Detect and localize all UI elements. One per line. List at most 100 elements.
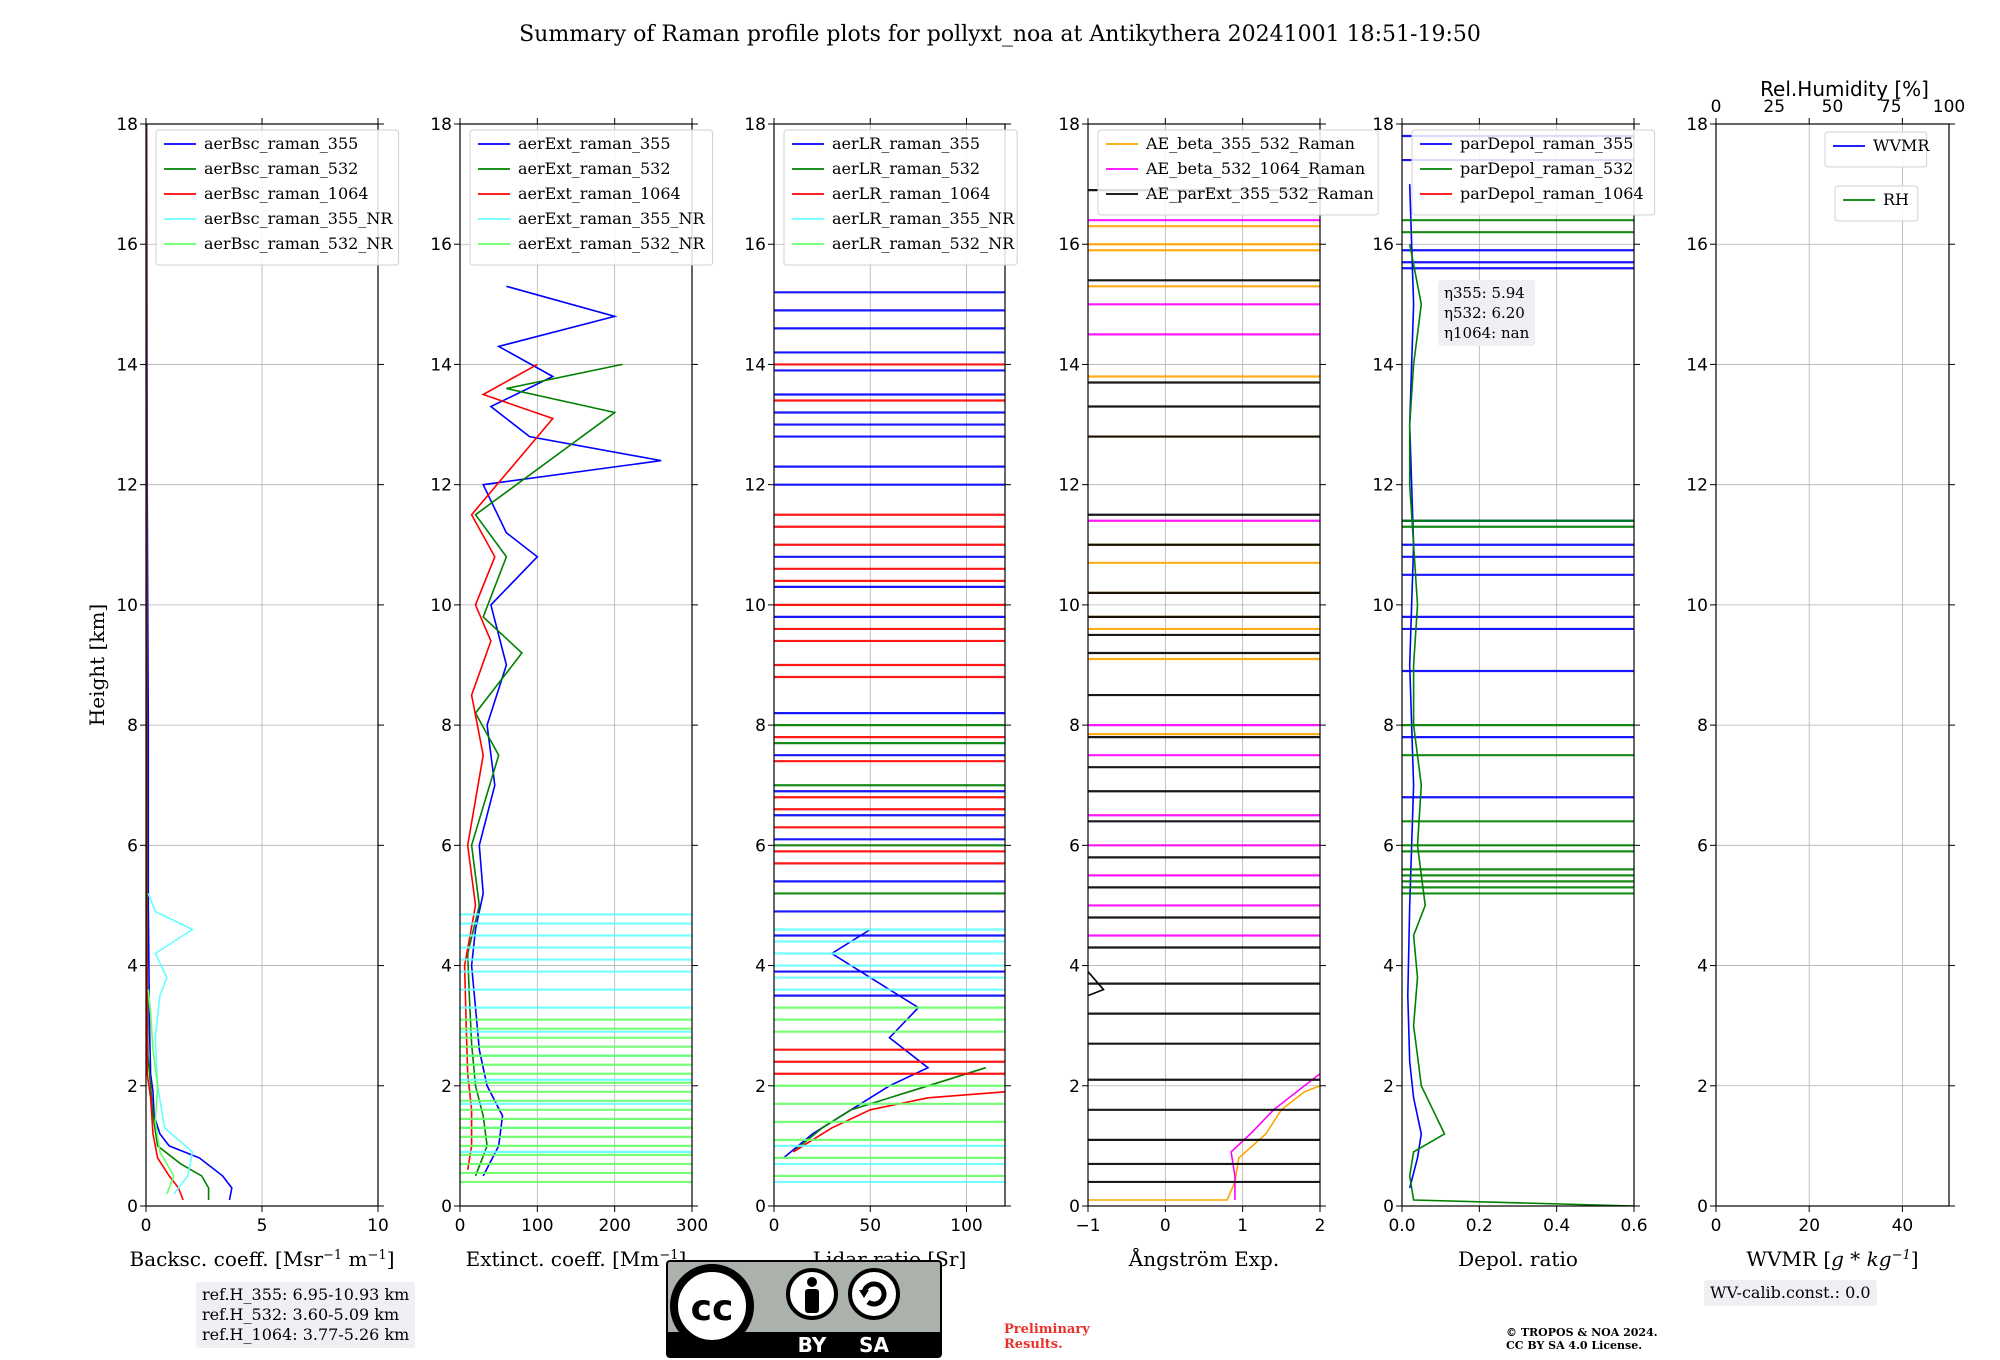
cc-license-badge: cc BY SA — [666, 1260, 942, 1358]
top-tick-label: 100 — [1933, 97, 1965, 117]
x-tick-label: 0 — [455, 1216, 466, 1236]
x-tick-label: 300 — [676, 1216, 708, 1236]
series-line-aerExt_raman_355 — [470, 285, 662, 1177]
x-tick-label: 40 — [1892, 1216, 1914, 1236]
y-tick-label: 8 — [755, 716, 766, 736]
legend-entry: aerBsc_raman_1064 — [204, 184, 369, 203]
legend-entry: AE_beta_355_532_Raman — [1145, 134, 1355, 153]
legend-entry: RH — [1883, 190, 1909, 209]
legend: aerExt_raman_355 aerExt_raman_532 aerExt_r… — [469, 129, 714, 266]
series-line-aerBsc_raman_355_NR — [147, 893, 195, 1195]
x-tick-label: 100 — [521, 1216, 553, 1236]
legend: parDepol_raman_355 parDepol_raman_532 parD… — [1411, 129, 1656, 216]
legend-frame — [1834, 185, 1919, 222]
top-tick-label: 25 — [1763, 97, 1785, 117]
legend-frame — [1824, 131, 1928, 168]
x-tick-label: 20 — [1798, 1216, 1820, 1236]
legend: aerLR_raman_355 aerLR_raman_532 aerLR_rama… — [783, 129, 1018, 266]
legend-entry: aerLR_raman_355 — [832, 134, 980, 153]
figure-title: Summary of Raman profile plots for polly… — [519, 22, 1481, 47]
y-tick-label: 10 — [1372, 596, 1394, 616]
legend-entry: aerLR_raman_355_NR — [832, 209, 1015, 228]
eta-355: η355: 5.94 — [1444, 284, 1525, 302]
x-tick-label: −1 — [1075, 1216, 1100, 1236]
y-tick-label: 6 — [1069, 836, 1080, 856]
y-tick-label: 16 — [744, 235, 766, 255]
y-tick-label: 4 — [1383, 957, 1394, 977]
eta-annotation-box: η355: 5.94 η532: 6.20 η1064: nan — [1438, 280, 1536, 346]
y-tick-label: 6 — [755, 836, 766, 856]
y-tick-label: 8 — [127, 716, 138, 736]
x-tick-label: 200 — [598, 1216, 630, 1236]
x-tick-label: 0 — [769, 1216, 780, 1236]
cc-circle-icon — [670, 1264, 754, 1348]
y-tick-label: 14 — [430, 355, 452, 375]
series-line-aerBsc_raman_355 — [146, 124, 233, 1201]
y-tick-label: 16 — [1686, 235, 1708, 255]
series-group — [460, 285, 692, 1184]
preliminary-note: Preliminary Results. — [1004, 1322, 1090, 1352]
plot-frame — [459, 123, 693, 1207]
y-tick-label: 12 — [116, 476, 138, 496]
y-tick-label: 8 — [441, 716, 452, 736]
legend-entry: aerBsc_raman_355_NR — [204, 209, 393, 228]
y-tick-label: 12 — [1058, 476, 1080, 496]
y-tick-label: 8 — [1069, 716, 1080, 736]
legend-frame — [469, 129, 714, 266]
y-tick-label: 8 — [1383, 716, 1394, 736]
y-tick-label: 16 — [1372, 235, 1394, 255]
legend-entry: aerBsc_raman_532_NR — [204, 234, 393, 253]
x-tick-label: 1 — [1237, 1216, 1248, 1236]
legend-entry: aerExt_raman_532 — [518, 159, 671, 178]
y-tick-label: 0 — [1069, 1197, 1080, 1217]
y-tick-label: 16 — [1058, 235, 1080, 255]
y-tick-label: 4 — [1697, 957, 1708, 977]
y-tick-label: 2 — [127, 1077, 138, 1097]
legend-entry: aerLR_raman_1064 — [832, 184, 990, 203]
legend-entry: aerExt_raman_355_NR — [518, 209, 706, 228]
wv-calib-box: WV-calib.const.: 0.0 — [1704, 1280, 1877, 1306]
panel-5: 0.0 0.2 0.4 0.6 0 2 4 6 8 10 12 14 16 18 Depol. ratio p… — [1372, 115, 1656, 1271]
legend-entry: aerLR_raman_532 — [832, 159, 980, 178]
legend-entry: aerBsc_raman_355 — [204, 134, 358, 153]
series-line-parDepol_raman_532 — [1408, 244, 1634, 1206]
series-group — [774, 291, 1005, 1184]
legend: aerBsc_raman_355 aerBsc_raman_532 aerBsc_r… — [155, 129, 400, 266]
y-tick-label: 10 — [1686, 596, 1708, 616]
x-tick-label: 0.0 — [1388, 1216, 1415, 1236]
plot-frame — [773, 123, 1006, 1207]
legend-frame — [1411, 129, 1656, 216]
legend-entry: aerExt_raman_355 — [518, 134, 671, 153]
y-tick-label: 18 — [744, 115, 766, 135]
panel-2: 0 100 200 300 0 2 4 6 8 10 12 14 16 18 Extinct. coeff.… — [430, 115, 714, 1271]
legend-entry: aerExt_raman_1064 — [518, 184, 681, 203]
legend: RH — [1834, 185, 1919, 222]
legend-entry: AE_beta_532_1064_Raman — [1145, 159, 1365, 178]
series-line-aerBsc_raman_1064 — [146, 124, 184, 1201]
top-axis-label: Rel.Humidity [%] — [1760, 77, 1929, 101]
cc-mark: cc — [691, 1288, 734, 1329]
y-tick-label: 4 — [127, 957, 138, 977]
legend-entry: aerLR_raman_532_NR — [832, 234, 1015, 253]
legend-entry: parDepol_raman_355 — [1460, 134, 1633, 153]
preliminary-line-1: Preliminary — [1004, 1322, 1090, 1337]
legend-entry: parDepol_raman_1064 — [1460, 184, 1644, 203]
y-tick-label: 0 — [441, 1197, 452, 1217]
y-tick-label: 12 — [1686, 476, 1708, 496]
y-tick-label: 4 — [1069, 957, 1080, 977]
y-tick-label: 10 — [1058, 596, 1080, 616]
top-tick-label: 50 — [1822, 97, 1844, 117]
y-tick-label: 2 — [1069, 1077, 1080, 1097]
y-tick-label: 4 — [441, 957, 452, 977]
legend-entry: parDepol_raman_532 — [1460, 159, 1633, 178]
x-axis-label: Backsc. coeff. [Msr−1 m−1] — [130, 1247, 395, 1271]
eta-532: η532: 6.20 — [1444, 304, 1525, 322]
y-tick-label: 6 — [441, 836, 452, 856]
y-tick-label: 0 — [755, 1197, 766, 1217]
legend-entry: aerExt_raman_532_NR — [518, 234, 706, 253]
eta-1064: η1064: nan — [1444, 324, 1530, 342]
y-tick-label: 12 — [430, 476, 452, 496]
